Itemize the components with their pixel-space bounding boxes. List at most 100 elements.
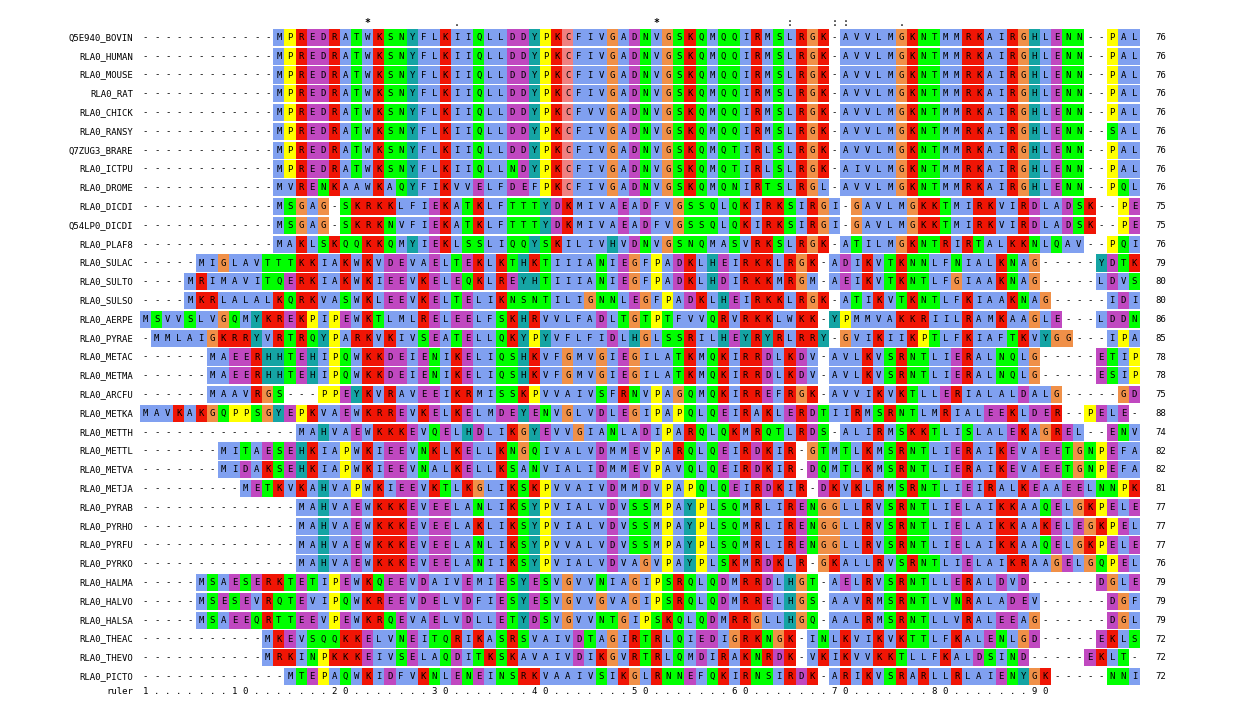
Text: L: L (1042, 315, 1049, 324)
Bar (629, 198, 640, 215)
Text: R: R (299, 184, 304, 192)
Text: H: H (721, 334, 726, 342)
Text: K: K (976, 52, 981, 61)
Bar (818, 236, 829, 253)
Text: -: - (165, 184, 170, 192)
Bar (940, 386, 951, 403)
Text: K: K (965, 334, 970, 342)
Bar (1118, 348, 1129, 366)
Bar (529, 348, 540, 366)
Text: -: - (1054, 635, 1059, 643)
Text: L: L (1065, 541, 1070, 549)
Bar (874, 217, 885, 234)
Text: T: T (921, 541, 926, 549)
Text: V: V (254, 597, 259, 606)
Bar (1006, 443, 1018, 460)
Text: M: M (710, 240, 715, 249)
Text: K: K (442, 127, 449, 136)
Text: R: R (1010, 184, 1015, 192)
Text: V: V (865, 89, 870, 98)
Bar (217, 443, 229, 460)
Text: D: D (242, 465, 249, 474)
Text: N: N (1099, 484, 1104, 493)
Text: I: I (442, 371, 449, 381)
Bar (506, 555, 518, 573)
Bar (840, 517, 851, 535)
Text: T: T (542, 296, 549, 305)
Bar (1129, 292, 1140, 309)
Text: I: I (588, 202, 592, 211)
Bar (818, 123, 829, 140)
Text: Q: Q (699, 240, 704, 249)
Text: I: I (888, 334, 892, 342)
Bar (374, 574, 385, 591)
Bar (529, 537, 540, 554)
Text: T: T (931, 240, 938, 249)
Text: K: K (388, 559, 392, 568)
Text: -: - (199, 371, 204, 381)
Bar (585, 593, 595, 610)
Text: K: K (399, 503, 404, 512)
Text: H: H (1031, 71, 1038, 80)
Bar (229, 611, 240, 629)
Bar (874, 47, 885, 65)
Text: A: A (842, 52, 849, 61)
Bar (285, 141, 295, 159)
Text: Y: Y (531, 108, 538, 117)
Text: I: I (942, 371, 949, 381)
Bar (640, 47, 651, 65)
Text: -: - (821, 277, 826, 287)
Text: Y: Y (831, 315, 838, 324)
Bar (929, 668, 940, 686)
Text: L: L (1131, 127, 1138, 136)
Bar (585, 236, 595, 253)
Text: V: V (876, 202, 881, 211)
Text: -: - (231, 484, 238, 493)
Text: .: . (776, 687, 781, 696)
Text: Q: Q (710, 446, 715, 455)
Bar (1062, 517, 1074, 535)
Bar (751, 649, 762, 666)
Text: -: - (821, 597, 826, 606)
Bar (506, 66, 518, 83)
Text: V: V (588, 616, 592, 625)
Text: A: A (621, 108, 626, 117)
Text: 82: 82 (1155, 465, 1166, 474)
Text: 74: 74 (1155, 428, 1166, 437)
Text: I: I (942, 352, 949, 361)
Text: .: . (476, 687, 481, 696)
Bar (418, 123, 429, 140)
Bar (1106, 593, 1118, 610)
Bar (574, 480, 585, 497)
Text: W: W (354, 616, 359, 625)
Bar (529, 47, 540, 65)
Text: S: S (499, 315, 504, 324)
Text: -: - (821, 258, 826, 268)
Text: Q: Q (331, 635, 338, 643)
Bar (895, 179, 906, 196)
Text: P: P (542, 145, 549, 155)
Text: I: I (999, 52, 1004, 61)
Bar (1074, 517, 1085, 535)
Text: -: - (221, 503, 226, 512)
Text: K: K (688, 371, 692, 381)
Text: P: P (654, 446, 659, 455)
Text: I: I (376, 446, 381, 455)
Bar (885, 424, 895, 441)
Bar (1106, 254, 1118, 272)
Bar (929, 386, 940, 403)
Text: -: - (188, 503, 192, 512)
Bar (462, 443, 474, 460)
Bar (962, 498, 974, 516)
Text: L: L (1021, 371, 1026, 381)
Text: L: L (454, 541, 459, 549)
Text: Y: Y (531, 127, 538, 136)
Text: R: R (299, 71, 304, 80)
Text: T: T (642, 315, 649, 324)
Text: R: R (799, 334, 804, 342)
Bar (974, 104, 985, 121)
Text: R: R (754, 352, 759, 361)
Bar (474, 480, 485, 497)
Bar (251, 443, 262, 460)
Text: I: I (954, 484, 959, 493)
